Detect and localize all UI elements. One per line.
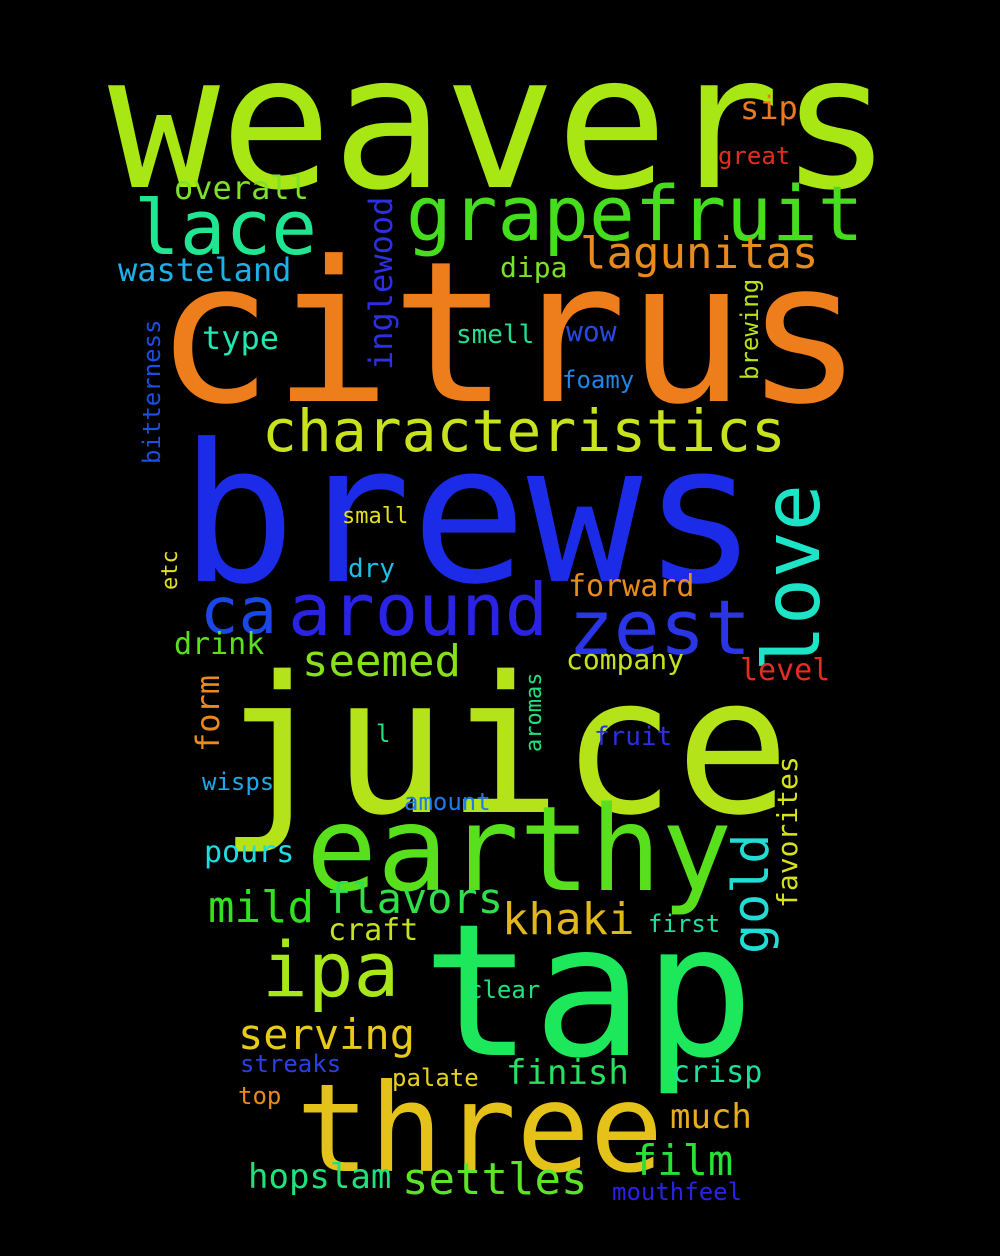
word-love: love [748, 484, 838, 672]
word-lagunitas: lagunitas [580, 228, 819, 279]
word-inglewood: inglewood [362, 196, 400, 370]
word-palate: palate [392, 1064, 479, 1092]
word-bitterness: bitterness [138, 319, 166, 465]
word-hopslam: hopslam [248, 1157, 392, 1197]
word-company: company [566, 643, 685, 676]
word-favorites: favorites [771, 756, 804, 908]
word-great: great [718, 142, 791, 170]
word-foamy: foamy [562, 366, 635, 394]
word-three: three [296, 1058, 664, 1200]
word-characteristics: characteristics [262, 397, 786, 465]
word-small: small [342, 504, 409, 529]
word-overall: overall [174, 169, 309, 207]
word-lace: lace [134, 183, 318, 272]
word-much: much [670, 1097, 752, 1137]
word-type: type [202, 319, 280, 357]
word-crisp: crisp [672, 1055, 763, 1090]
word-craft: craft [328, 913, 419, 948]
word-khaki: khaki [502, 894, 635, 945]
word-sip: sip [740, 89, 798, 127]
word-earthy: earthy [306, 780, 733, 918]
word-ca: ca [200, 575, 278, 649]
word-brews: brews [180, 404, 758, 627]
word-zest: zest [568, 583, 752, 672]
word-around: around [288, 568, 549, 652]
word-mouthfeel: mouthfeel [612, 1178, 743, 1206]
word-citrus: citrus [155, 220, 864, 448]
word-dipa: dipa [500, 251, 568, 284]
word-juice: juice [218, 636, 790, 857]
word-l: l [376, 720, 391, 748]
word-wisps: wisps [202, 768, 275, 796]
word-streaks: streaks [240, 1050, 342, 1078]
word-tap: tap [422, 885, 755, 1099]
word-seemed: seemed [302, 636, 461, 687]
word-aromas: aromas [522, 672, 547, 752]
word-forward: forward [568, 569, 695, 604]
word-wow: wow [566, 315, 617, 348]
word-serving: serving [238, 1010, 416, 1059]
word-amount: amount [404, 788, 491, 816]
word-finish: finish [506, 1053, 629, 1093]
word-brewing: brewing [736, 278, 764, 380]
word-level: level [740, 653, 831, 688]
word-flavors: flavors [326, 874, 504, 923]
word-first: first [648, 910, 721, 938]
word-etc: etc [158, 550, 183, 590]
word-film: film [632, 1136, 734, 1185]
word-dry: dry [348, 554, 395, 584]
word-weavers: weavers [108, 14, 892, 231]
word-pours: pours [204, 835, 295, 870]
word-clear: clear [468, 976, 541, 1004]
word-ipa: ipa [262, 925, 400, 1014]
word-smell: smell [456, 320, 535, 350]
word-settles: settles [402, 1154, 588, 1205]
word-fruit: fruit [594, 722, 673, 752]
word-gold: gold [722, 833, 780, 954]
word-drink: drink [174, 627, 265, 662]
word-wasteland: wasteland [118, 251, 292, 289]
word-form: form [189, 674, 227, 752]
word-top: top [238, 1082, 282, 1110]
word-grapefruit: grapefruit [406, 169, 864, 258]
word-mild: mild [208, 882, 314, 933]
